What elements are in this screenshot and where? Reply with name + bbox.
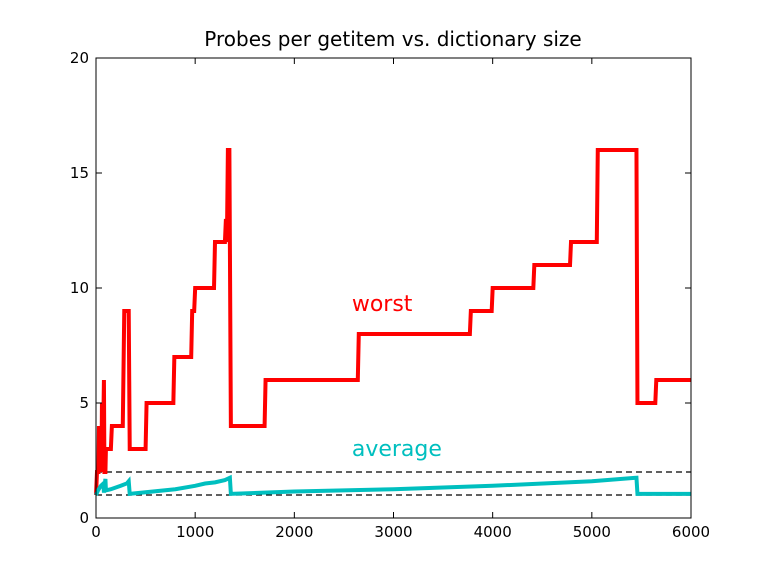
x-tick-label: 2000 [275, 523, 313, 541]
x-tick-label: 3000 [374, 523, 412, 541]
y-tick-label: 20 [70, 49, 89, 67]
chart-title: Probes per getitem vs. dictionary size [204, 27, 581, 51]
x-tick-label: 0 [91, 523, 101, 541]
x-tick-label: 1000 [176, 523, 214, 541]
annotation-worst: worst [352, 292, 413, 317]
y-tick-label: 5 [79, 394, 89, 412]
x-tick-label: 6000 [672, 523, 710, 541]
y-tick-label: 10 [70, 279, 89, 297]
plot-area: 0 1000 2000 3000 4000 5000 6000 0 5 10 15 20 worst av… [70, 49, 710, 541]
y-tick-label: 15 [70, 164, 89, 182]
series-line-average [94, 474, 691, 497]
y-tick-label: 0 [79, 509, 89, 527]
series-line-worst [94, 148, 691, 496]
x-tick-label: 5000 [573, 523, 611, 541]
annotation-average: average [352, 437, 442, 462]
x-tick-label: 4000 [474, 523, 512, 541]
